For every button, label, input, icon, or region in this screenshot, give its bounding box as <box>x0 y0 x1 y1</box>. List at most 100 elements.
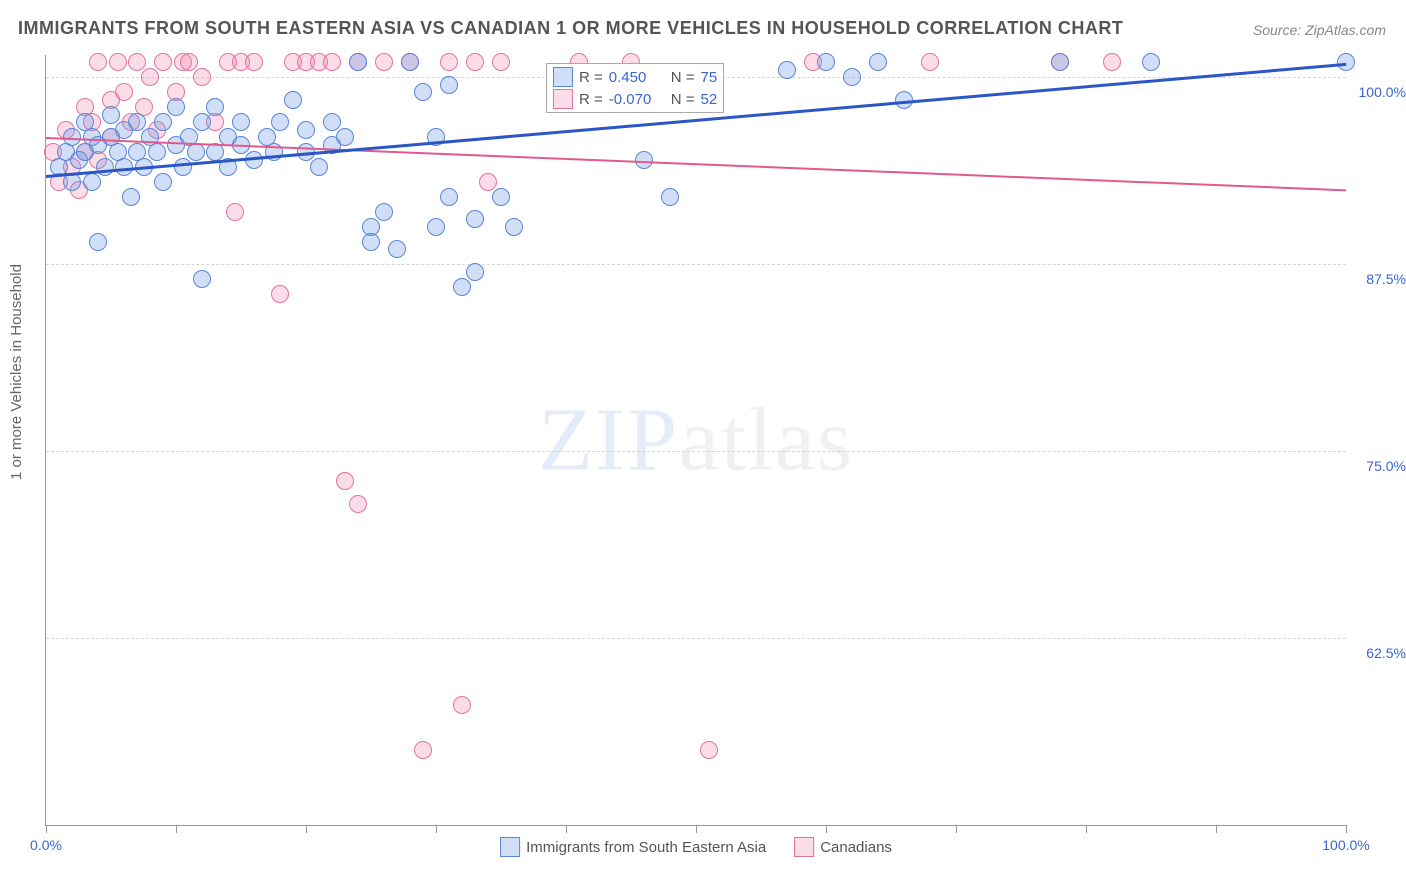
scatter-point-blue <box>63 173 81 191</box>
n-value: 75 <box>701 69 718 86</box>
scatter-point-blue <box>375 203 393 221</box>
scatter-point-pink <box>349 495 367 513</box>
x-tick-label: 100.0% <box>1322 837 1369 853</box>
scatter-point-blue <box>284 91 302 109</box>
scatter-point-blue <box>388 240 406 258</box>
scatter-point-blue <box>414 83 432 101</box>
scatter-point-pink <box>323 53 341 71</box>
gridline <box>46 638 1346 639</box>
scatter-point-pink <box>440 53 458 71</box>
legend-item-blue: Immigrants from South Eastern Asia <box>500 837 766 857</box>
scatter-point-blue <box>362 233 380 251</box>
scatter-point-pink <box>414 741 432 759</box>
scatter-point-pink <box>453 696 471 714</box>
r-label: R = <box>579 69 603 86</box>
scatter-point-blue <box>245 151 263 169</box>
scatter-point-pink <box>128 53 146 71</box>
x-tick <box>1086 825 1087 833</box>
x-tick <box>826 825 827 833</box>
scatter-point-pink <box>492 53 510 71</box>
scatter-point-blue <box>102 106 120 124</box>
scatter-point-blue <box>895 91 913 109</box>
legend-swatch <box>553 89 573 109</box>
scatter-point-pink <box>271 285 289 303</box>
scatter-point-blue <box>167 98 185 116</box>
legend-label: Canadians <box>820 839 892 856</box>
scatter-point-pink <box>375 53 393 71</box>
scatter-point-pink <box>1103 53 1121 71</box>
legend-swatch <box>553 67 573 87</box>
x-tick-label: 0.0% <box>30 837 62 853</box>
y-tick-label: 75.0% <box>1351 458 1406 474</box>
series-legend: Immigrants from South Eastern Asia Canadi… <box>500 837 892 857</box>
x-tick <box>956 825 957 833</box>
legend-item-pink: Canadians <box>794 837 892 857</box>
legend-swatch <box>500 837 520 857</box>
x-tick <box>176 825 177 833</box>
scatter-point-blue <box>466 210 484 228</box>
n-label: N = <box>671 91 695 108</box>
scatter-plot: ZIPatlas 62.5%75.0%87.5%100.0%0.0%100.0%… <box>45 55 1346 826</box>
scatter-point-blue <box>128 113 146 131</box>
scatter-point-pink <box>226 203 244 221</box>
legend-label: Immigrants from South Eastern Asia <box>526 839 766 856</box>
n-label: N = <box>671 69 695 86</box>
y-tick-label: 87.5% <box>1351 271 1406 287</box>
scatter-point-blue <box>843 68 861 86</box>
source-prefix: Source: <box>1253 22 1305 38</box>
scatter-point-pink <box>115 83 133 101</box>
scatter-point-blue <box>310 158 328 176</box>
scatter-point-blue <box>63 128 81 146</box>
x-tick <box>1216 825 1217 833</box>
scatter-point-pink <box>89 53 107 71</box>
watermark-zip: ZIP <box>538 391 679 490</box>
scatter-point-pink <box>109 53 127 71</box>
x-tick <box>566 825 567 833</box>
source-value: ZipAtlas.com <box>1305 22 1386 38</box>
scatter-point-blue <box>453 278 471 296</box>
scatter-point-blue <box>206 98 224 116</box>
r-label: R = <box>579 91 603 108</box>
scatter-point-pink <box>466 53 484 71</box>
scatter-point-blue <box>122 188 140 206</box>
scatter-point-pink <box>141 68 159 86</box>
scatter-point-blue <box>401 53 419 71</box>
scatter-point-pink <box>180 53 198 71</box>
scatter-point-blue <box>440 76 458 94</box>
scatter-point-blue <box>427 128 445 146</box>
scatter-point-blue <box>206 143 224 161</box>
x-tick <box>696 825 697 833</box>
scatter-point-pink <box>700 741 718 759</box>
scatter-point-blue <box>466 263 484 281</box>
n-value: 52 <box>701 91 718 108</box>
scatter-point-pink <box>154 53 172 71</box>
r-value: -0.070 <box>609 91 665 108</box>
scatter-point-blue <box>505 218 523 236</box>
watermark: ZIPatlas <box>538 389 854 492</box>
r-value: 0.450 <box>609 69 665 86</box>
x-tick <box>1346 825 1347 833</box>
scatter-point-blue <box>427 218 445 236</box>
scatter-point-blue <box>96 158 114 176</box>
scatter-point-blue <box>271 113 289 131</box>
scatter-point-blue <box>232 136 250 154</box>
scatter-point-blue <box>154 113 172 131</box>
scatter-point-blue <box>193 113 211 131</box>
legend-row-pink: R = -0.070 N = 52 <box>553 88 717 110</box>
scatter-point-blue <box>174 158 192 176</box>
correlation-legend: R = 0.450 N = 75 R = -0.070 N = 52 <box>546 63 724 113</box>
chart-title: IMMIGRANTS FROM SOUTH EASTERN ASIA VS CA… <box>18 18 1123 39</box>
scatter-point-blue <box>440 188 458 206</box>
scatter-point-blue <box>323 113 341 131</box>
scatter-point-blue <box>349 53 367 71</box>
scatter-point-blue <box>89 233 107 251</box>
scatter-point-blue <box>265 143 283 161</box>
scatter-point-blue <box>219 158 237 176</box>
scatter-point-blue <box>869 53 887 71</box>
scatter-point-blue <box>817 53 835 71</box>
source-label: Source: ZipAtlas.com <box>1253 22 1386 38</box>
scatter-point-blue <box>83 173 101 191</box>
scatter-point-blue <box>193 270 211 288</box>
x-tick <box>436 825 437 833</box>
scatter-point-blue <box>1142 53 1160 71</box>
